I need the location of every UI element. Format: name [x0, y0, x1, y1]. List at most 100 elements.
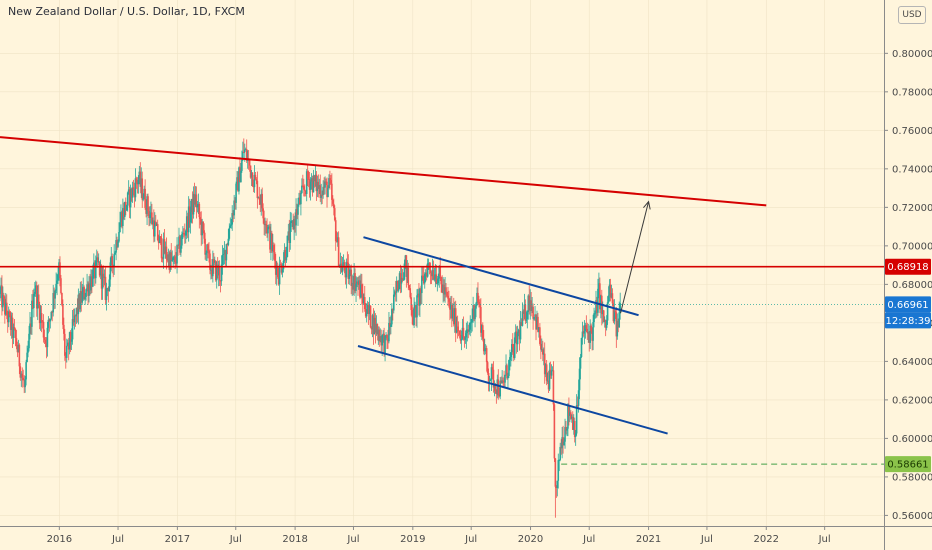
- candle-body: [56, 280, 58, 284]
- candle-body: [217, 267, 220, 276]
- candle-body: [558, 459, 561, 461]
- candle-body: [5, 302, 8, 315]
- candle-body: [324, 181, 326, 188]
- candle-body: [463, 336, 466, 340]
- candle-body: [538, 327, 540, 332]
- time-tick-label: Jul: [346, 534, 359, 545]
- candle-body: [314, 174, 317, 182]
- candle-body: [70, 339, 73, 342]
- candle-body: [60, 278, 62, 293]
- candle-body: [20, 373, 23, 378]
- candle-body: [167, 254, 170, 261]
- candle-body: [415, 305, 417, 318]
- candle-body: [358, 280, 360, 285]
- candle-body: [347, 262, 350, 279]
- candle-body: [22, 377, 25, 381]
- candle-body: [396, 280, 399, 291]
- candle-body: [595, 300, 597, 314]
- candle-body: [130, 188, 133, 198]
- candle-body: [183, 232, 185, 235]
- candle-body: [45, 343, 48, 348]
- candle-body: [261, 193, 264, 209]
- candle-body: [149, 214, 151, 218]
- current-price-tag-label: 0.66961: [887, 300, 928, 311]
- candle-body: [437, 278, 440, 284]
- candle-body: [4, 298, 6, 315]
- candle-body: [12, 327, 15, 338]
- candle-body: [567, 405, 569, 429]
- candle-body: [2, 295, 4, 308]
- channel-upper: [363, 236, 639, 317]
- candle-body: [276, 266, 279, 277]
- candle-body: [335, 241, 338, 243]
- candle-body: [227, 238, 230, 245]
- candle-body: [107, 288, 110, 292]
- candle-body: [560, 446, 562, 449]
- candle-body: [274, 260, 277, 275]
- candle-body: [52, 292, 55, 313]
- candle-body: [420, 288, 422, 294]
- candle-body: [21, 373, 24, 378]
- candle-body: [264, 224, 266, 226]
- price-axis: 0.80000 0.78000 0.76000 0.74000 0.72000 0.700…: [884, 0, 932, 550]
- candle-body: [234, 200, 236, 203]
- candle-body: [549, 369, 552, 376]
- candle-body: [253, 174, 256, 188]
- candle-body: [18, 344, 21, 367]
- candle-body: [169, 252, 172, 270]
- candle-body: [426, 263, 429, 277]
- candle-body: [605, 320, 608, 328]
- candle-body: [219, 280, 222, 282]
- candle-body: [78, 294, 81, 310]
- candle-body: [537, 316, 539, 332]
- candle-body: [251, 172, 254, 187]
- candle-body: [527, 295, 530, 313]
- candle-body: [509, 357, 511, 361]
- candle-body: [268, 226, 270, 228]
- candle-body: [148, 211, 150, 218]
- candle-body: [352, 282, 354, 290]
- candle-body: [362, 297, 365, 304]
- candle-body: [416, 295, 418, 318]
- candle-body: [67, 342, 70, 350]
- candle-body: [238, 167, 240, 192]
- trendlines[interactable]: [0, 136, 767, 435]
- candle-body: [196, 205, 199, 208]
- candle-body: [32, 300, 34, 309]
- candle-body: [315, 174, 318, 192]
- time-tick-label: Jul: [818, 534, 831, 545]
- candle-body: [235, 183, 237, 203]
- candle-body: [278, 264, 281, 285]
- candle-body: [566, 428, 568, 431]
- candle-body: [15, 338, 18, 347]
- candle-body: [287, 231, 290, 236]
- candle-body: [79, 291, 82, 310]
- candle-body: [313, 175, 316, 182]
- candle-body: [267, 227, 269, 234]
- candle-body: [88, 283, 90, 296]
- candle-body: [160, 238, 163, 259]
- candle-body: [101, 273, 104, 289]
- candle-body: [356, 281, 358, 284]
- candle-body: [162, 239, 165, 259]
- candle-body: [179, 236, 181, 253]
- currency-button[interactable]: USD: [898, 6, 926, 24]
- candle-body: [145, 207, 147, 214]
- candle-body: [158, 236, 161, 244]
- candle-body: [129, 188, 132, 208]
- time-tick-label: Jul: [229, 534, 242, 545]
- horizontal-lines[interactable]: [0, 265, 884, 465]
- candle-body: [419, 288, 421, 306]
- candle-body: [66, 342, 69, 346]
- candle-body: [322, 186, 324, 195]
- candle-body: [494, 384, 497, 391]
- candle-body: [603, 319, 606, 323]
- candle-body: [375, 323, 378, 333]
- candle-body: [280, 264, 283, 273]
- candle-body: [357, 281, 359, 285]
- candle-body: [398, 273, 401, 289]
- candle-body: [485, 348, 488, 363]
- grid: [0, 0, 884, 526]
- candles: [0, 138, 621, 518]
